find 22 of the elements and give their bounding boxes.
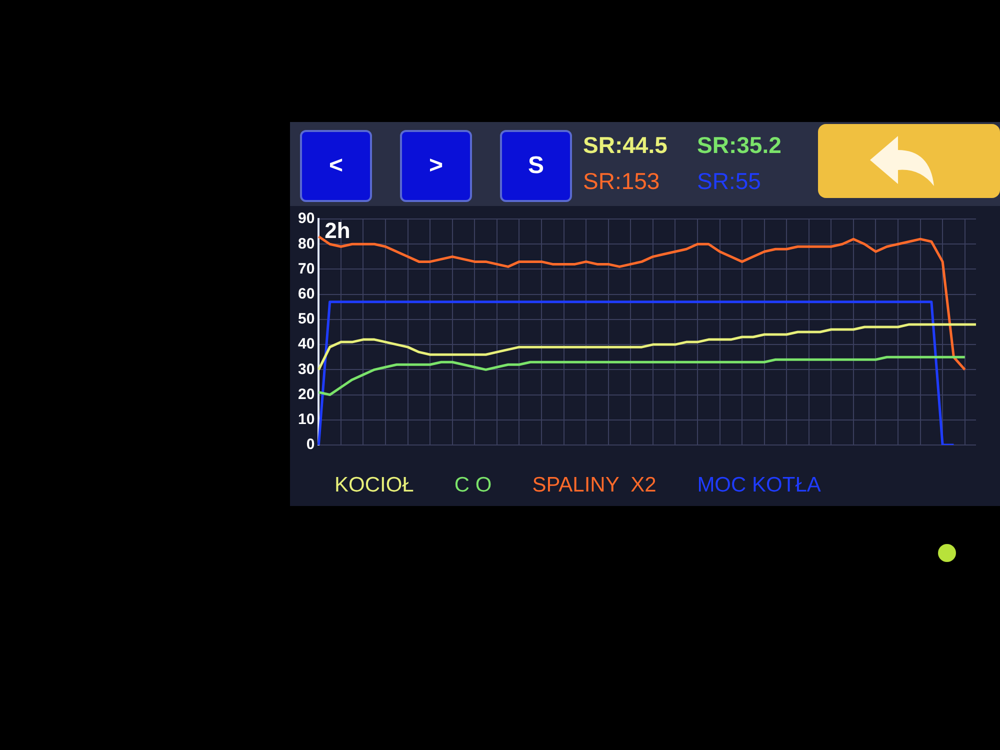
text: SR:55 bbox=[697, 168, 761, 195]
annotation: 2h bbox=[324, 218, 350, 244]
y-tick-label: 10 bbox=[298, 411, 315, 428]
y-tick-label: 0 bbox=[306, 436, 315, 454]
text: SR:153 bbox=[583, 168, 660, 195]
text: KOCIOŁ bbox=[334, 473, 414, 496]
y-tick-label: 80 bbox=[298, 235, 315, 252]
text: C O bbox=[454, 473, 492, 496]
next-button: > bbox=[400, 130, 472, 202]
text: SR:35.2 bbox=[697, 132, 782, 159]
y-tick-label: 20 bbox=[298, 386, 315, 403]
text: SPALINY X2 bbox=[532, 473, 656, 496]
text: SR:44.5 bbox=[583, 132, 668, 159]
text: MOC KOTŁA bbox=[697, 473, 821, 496]
y-tick-label: 30 bbox=[298, 360, 315, 378]
y-tick-label: 60 bbox=[298, 285, 315, 302]
save-button: S bbox=[500, 130, 572, 202]
y-tick-label: 70 bbox=[298, 260, 315, 278]
y-tick-label: 50 bbox=[298, 310, 315, 328]
previous-button: < bbox=[300, 130, 372, 202]
y-tick-label: 40 bbox=[298, 336, 315, 353]
y-tick-label: 90 bbox=[298, 210, 315, 228]
